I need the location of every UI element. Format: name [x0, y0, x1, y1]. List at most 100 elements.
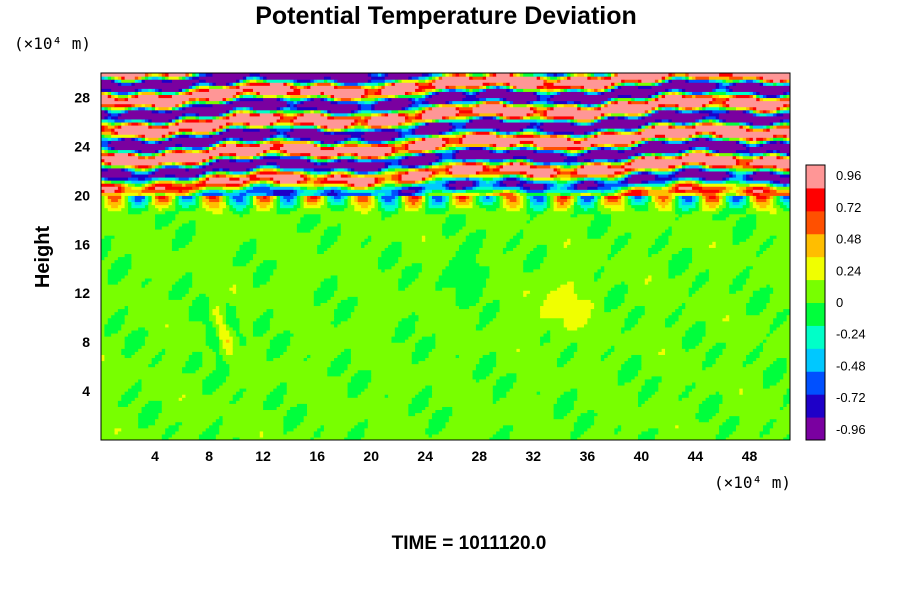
heatmap-cell	[117, 91, 129, 96]
heatmap-cell	[692, 381, 697, 386]
heatmap-cell	[286, 152, 291, 157]
heatmap-cell	[452, 198, 457, 203]
heatmap-cell	[431, 164, 440, 169]
heatmap-cell	[665, 94, 683, 99]
heatmap-cell	[445, 186, 450, 190]
heatmap-cell	[171, 109, 227, 114]
heatmap-cell	[624, 146, 629, 151]
heatmap-cell	[232, 342, 241, 346]
heatmap-cell	[188, 311, 210, 316]
heatmap-cell	[762, 342, 790, 346]
heatmap-cell	[219, 308, 227, 313]
heatmap-cell	[101, 409, 143, 414]
heatmap-cell	[404, 152, 413, 157]
heatmap-cell	[131, 201, 136, 206]
heatmap-cell	[766, 198, 771, 203]
heatmap-cell	[438, 274, 491, 279]
heatmap-cell	[111, 115, 119, 120]
heatmap-cell	[431, 176, 436, 181]
heatmap-cell	[138, 421, 156, 426]
heatmap-cell	[425, 384, 433, 389]
heatmap-cell	[293, 103, 298, 108]
heatmap-cell	[158, 195, 166, 199]
heatmap-cell	[509, 433, 572, 438]
heatmap-cell	[702, 201, 707, 206]
heatmap-cell	[611, 287, 629, 291]
heatmap-cell	[155, 363, 187, 368]
heatmap-cell	[138, 164, 149, 169]
heatmap-cell	[330, 143, 335, 147]
heatmap-cell	[121, 277, 146, 282]
heatmap-cell	[695, 381, 764, 386]
heatmap-cell	[188, 97, 197, 102]
heatmap-cell	[573, 351, 605, 355]
heatmap-cell	[668, 195, 673, 199]
heatmap-cell	[182, 183, 187, 187]
heatmap-cell	[749, 195, 754, 199]
heatmap-cell	[749, 299, 771, 303]
heatmap-cell	[705, 164, 710, 169]
heatmap-cell	[144, 336, 207, 340]
heatmap-cell	[732, 152, 740, 157]
heatmap-cell	[627, 112, 639, 117]
heatmap-cell	[202, 180, 207, 184]
heatmap-cell	[769, 326, 778, 331]
heatmap-cell	[415, 201, 423, 206]
heatmap-cell	[128, 268, 257, 273]
heatmap-cell	[212, 115, 217, 120]
heatmap-cell	[573, 284, 615, 288]
heatmap-cell	[239, 213, 244, 218]
heatmap-cell	[786, 403, 790, 407]
heatmap-cell	[746, 363, 771, 368]
heatmap-cell	[124, 109, 129, 114]
heatmap-cell	[752, 189, 764, 193]
heatmap-cell	[492, 167, 501, 172]
heatmap-cell	[121, 186, 126, 190]
heatmap-cell	[644, 311, 673, 316]
heatmap-cell	[472, 372, 491, 377]
heatmap-cell	[367, 421, 430, 426]
heatmap-cell	[540, 121, 545, 126]
heatmap-cell	[543, 115, 548, 120]
heatmap-cell	[307, 406, 409, 411]
heatmap-cell	[671, 180, 676, 184]
heatmap-cell	[148, 173, 166, 178]
heatmap-cell	[320, 284, 339, 288]
heatmap-cell	[455, 189, 467, 193]
heatmap-cell	[205, 293, 315, 297]
heatmap-cell	[134, 152, 139, 157]
heatmap-cell	[553, 207, 568, 212]
heatmap-cell	[425, 176, 430, 181]
heatmap-cell	[752, 164, 764, 169]
heatmap-cell	[283, 430, 288, 435]
heatmap-cell	[766, 124, 771, 129]
heatmap-cell	[658, 155, 663, 160]
heatmap-cell	[236, 290, 315, 294]
heatmap-cell	[654, 155, 659, 160]
heatmap-cell	[776, 167, 781, 172]
heatmap-cell	[415, 326, 477, 331]
heatmap-cell	[651, 244, 666, 248]
heatmap-cell	[479, 192, 487, 196]
heatmap-cell	[600, 195, 605, 199]
heatmap-cell	[583, 91, 588, 96]
heatmap-cell	[607, 195, 619, 199]
heatmap-cell	[762, 186, 771, 190]
heatmap-cell	[303, 176, 308, 181]
heatmap-cell	[165, 149, 170, 154]
heatmap-cell	[739, 421, 767, 426]
heatmap-cell	[533, 124, 538, 129]
heatmap-cell	[695, 124, 740, 129]
heatmap-cell	[489, 180, 497, 184]
heatmap-cell	[438, 155, 443, 160]
heatmap-cell	[266, 192, 274, 196]
heatmap-cell	[762, 137, 767, 141]
heatmap-cell	[529, 115, 541, 120]
heatmap-cell	[692, 176, 700, 181]
heatmap-cell	[168, 296, 183, 300]
heatmap-cell	[428, 173, 433, 178]
heatmap-cell	[702, 186, 727, 190]
heatmap-cell	[621, 189, 626, 193]
heatmap-cell	[732, 155, 737, 160]
heatmap-cell	[702, 198, 707, 203]
